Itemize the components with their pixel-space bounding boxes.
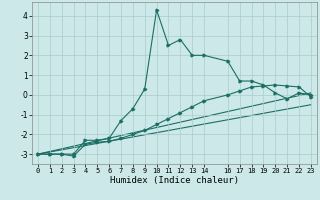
X-axis label: Humidex (Indice chaleur): Humidex (Indice chaleur) [110, 176, 239, 185]
